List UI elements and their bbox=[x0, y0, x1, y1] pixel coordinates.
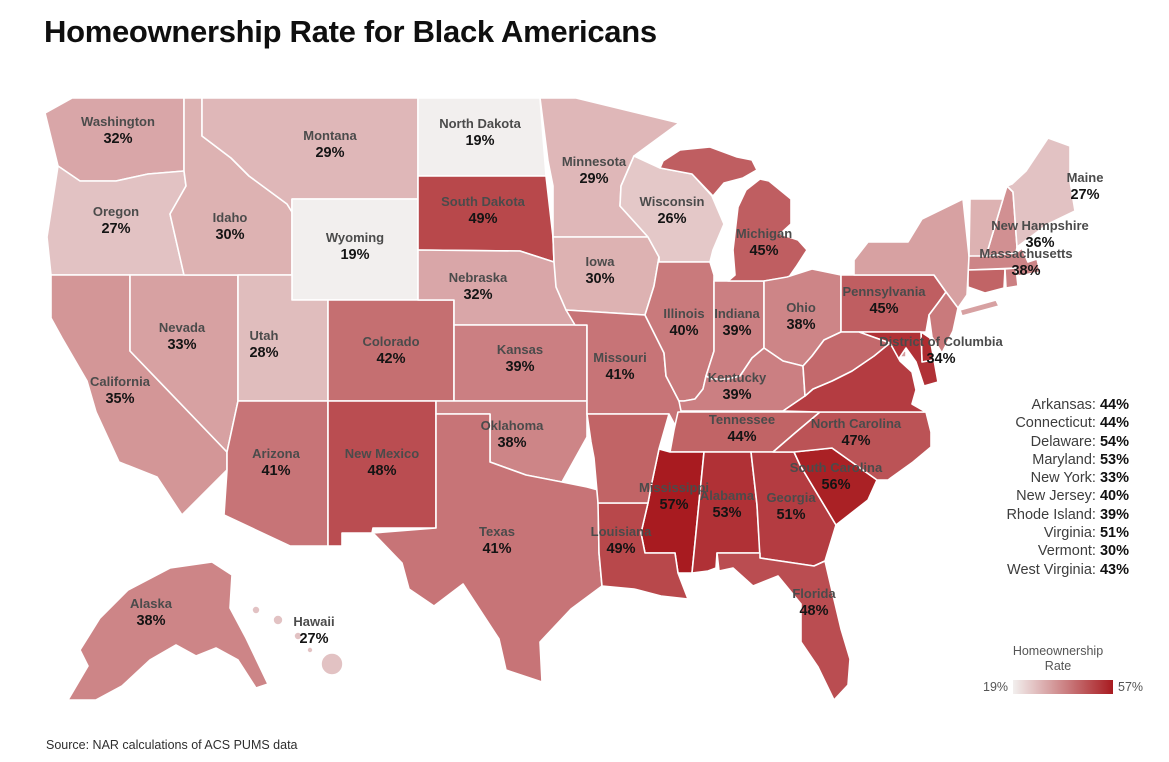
state-shape-hawaii[interactable] bbox=[293, 631, 303, 641]
state-shape-kansas[interactable] bbox=[453, 324, 588, 402]
page-title: Homeownership Rate for Black Americans bbox=[44, 14, 657, 49]
list-state-value: 39% bbox=[1099, 506, 1129, 523]
state-shape-connecticut[interactable] bbox=[967, 268, 1006, 294]
list-state-value: 40% bbox=[1099, 488, 1129, 505]
state-value-label-maine: 27% bbox=[1070, 187, 1099, 203]
state-shape-new-york[interactable] bbox=[853, 198, 970, 309]
state-shape-new-york[interactable] bbox=[959, 299, 1000, 317]
state-shape-florida[interactable] bbox=[716, 552, 851, 701]
legend-title-line1: Homeownership bbox=[1012, 644, 1104, 658]
state-shape-colorado[interactable] bbox=[327, 299, 455, 402]
state-shape-west-virginia[interactable] bbox=[802, 331, 891, 397]
list-item-west-virginia: West Virginia: 43% bbox=[1006, 561, 1129, 579]
state-value-list: Arkansas: 44% Connecticut: 44% Delaware: 5… bbox=[1006, 396, 1129, 579]
state-shape-wyoming[interactable] bbox=[291, 198, 419, 301]
list-item-rhode-island: Rhode Island: 39% bbox=[1006, 506, 1129, 524]
legend-gradient-bar bbox=[1013, 680, 1114, 694]
state-shape-michigan[interactable] bbox=[727, 178, 808, 282]
list-state-value: 30% bbox=[1099, 543, 1129, 560]
list-state-name: Vermont: bbox=[1037, 543, 1100, 560]
list-item-connecticut: Connecticut: 44% bbox=[1006, 414, 1129, 432]
color-legend: Homeownership Rate 19% 57% bbox=[983, 644, 1143, 694]
state-shape-hawaii[interactable] bbox=[251, 605, 261, 615]
state-shape-arizona[interactable] bbox=[223, 400, 329, 547]
list-state-name: New Jersey: bbox=[1016, 488, 1100, 505]
list-state-name: Delaware: bbox=[1030, 433, 1100, 450]
source-note: Source: NAR calculations of ACS PUMS dat… bbox=[46, 738, 298, 752]
list-state-value: 33% bbox=[1099, 470, 1129, 487]
state-shape-maine[interactable] bbox=[1006, 137, 1076, 248]
list-state-value: 54% bbox=[1099, 433, 1129, 450]
list-state-name: Connecticut: bbox=[1015, 415, 1100, 432]
state-shape-washington[interactable] bbox=[44, 97, 185, 182]
list-item-new-york: New York: 33% bbox=[1006, 469, 1129, 487]
list-state-name: Arkansas: bbox=[1031, 397, 1100, 413]
state-name-label-hawaii: Hawaii bbox=[293, 614, 334, 629]
legend-title-line2: Rate bbox=[1044, 659, 1072, 673]
state-shape-vermont[interactable] bbox=[968, 198, 1004, 257]
state-shape-rhode-island[interactable] bbox=[1004, 267, 1019, 289]
list-item-new-jersey: New Jersey: 40% bbox=[1006, 487, 1129, 505]
state-shape-south-dakota[interactable] bbox=[417, 175, 555, 263]
state-value-label-hawaii: 27% bbox=[299, 631, 328, 647]
list-item-virginia: Virginia: 51% bbox=[1006, 524, 1129, 542]
state-shape-new-mexico[interactable] bbox=[327, 400, 437, 547]
state-shape-new-jersey[interactable] bbox=[928, 291, 959, 354]
state-shape-north-carolina[interactable] bbox=[772, 411, 932, 481]
state-shape-hawaii[interactable] bbox=[320, 652, 344, 676]
list-state-value: 44% bbox=[1099, 397, 1129, 413]
list-item-delaware: Delaware: 54% bbox=[1006, 433, 1129, 451]
state-shape-iowa[interactable] bbox=[552, 236, 660, 316]
state-shape-north-dakota[interactable] bbox=[417, 97, 547, 177]
state-shape-hawaii[interactable] bbox=[306, 646, 314, 654]
legend-max-label: 57% bbox=[1118, 680, 1144, 694]
state-shape-arkansas[interactable] bbox=[586, 413, 670, 504]
list-item-vermont: Vermont: 30% bbox=[1006, 542, 1129, 560]
list-state-name: Virginia: bbox=[1043, 525, 1100, 542]
state-shape-louisiana[interactable] bbox=[597, 502, 689, 600]
legend-min-label: 19% bbox=[983, 680, 1009, 694]
list-state-name: West Virginia: bbox=[1007, 561, 1100, 578]
list-item-maryland: Maryland: 53% bbox=[1006, 451, 1129, 469]
state-shape-alaska[interactable] bbox=[67, 561, 269, 701]
state-name-label-maine: Maine bbox=[1067, 170, 1104, 185]
list-item-arkansas: Arkansas: 44% bbox=[1006, 396, 1129, 414]
list-state-name: Maryland: bbox=[1032, 451, 1100, 468]
list-state-value: 44% bbox=[1099, 415, 1129, 432]
state-shape-hawaii[interactable] bbox=[272, 614, 284, 626]
list-state-name: Rhode Island: bbox=[1006, 506, 1100, 523]
list-state-value: 53% bbox=[1099, 451, 1129, 468]
list-state-value: 43% bbox=[1099, 561, 1129, 578]
list-state-value: 51% bbox=[1099, 525, 1129, 542]
list-state-name: New York: bbox=[1030, 470, 1100, 487]
state-shape-texas[interactable] bbox=[372, 413, 603, 683]
state-shape-oregon[interactable] bbox=[46, 165, 187, 276]
state-shape-michigan[interactable] bbox=[659, 146, 758, 197]
